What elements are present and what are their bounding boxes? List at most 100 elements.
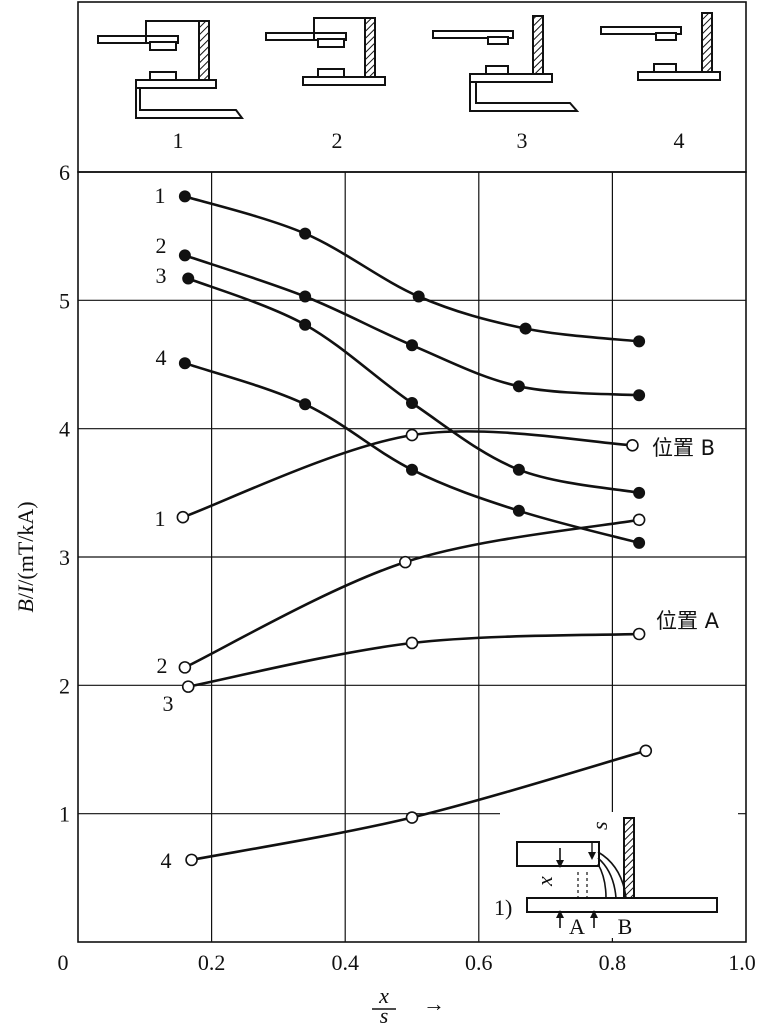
config-1-upper-bar	[97, 35, 179, 44]
x-label-denominator: s	[380, 1003, 389, 1025]
series-line-open-1	[182, 430, 633, 519]
point-filled-4-2	[406, 463, 418, 476]
point-open-3-1	[405, 636, 419, 650]
inset-flux-line-3	[597, 863, 607, 899]
point-open-4-1	[405, 811, 419, 824]
schematic-config-1: 1	[97, 20, 244, 153]
point-filled-3-0	[182, 272, 195, 285]
config-3-lower-bar	[469, 73, 553, 83]
config-3-upper-pole	[487, 36, 509, 45]
curve-label-filled-4: 4	[156, 345, 167, 370]
y-tick-label-1: 2	[59, 673, 70, 698]
config-1-base	[135, 88, 244, 119]
point-filled-1-3	[519, 322, 532, 335]
config-3-wall	[532, 15, 544, 75]
point-open-4-2	[639, 744, 653, 758]
configuration-schematics: 1 2 3 4	[77, 1, 747, 173]
schematic-config-3: 3	[432, 15, 580, 153]
config-2-wall	[364, 17, 376, 78]
inset-flux-line-1	[597, 851, 627, 899]
point-filled-2-1	[299, 290, 312, 303]
config-4-wall	[701, 12, 713, 73]
y-tick-labels: 1 2 3 4 5 6	[59, 160, 70, 827]
config-label-4: 4	[674, 128, 685, 153]
point-open-3-0	[181, 680, 195, 693]
x-label-numerator: x	[378, 983, 389, 1008]
point-filled-1-2	[412, 290, 425, 303]
point-open-2-0	[178, 661, 192, 674]
inset-number-label: 1)	[494, 895, 512, 920]
inset-a-label: A	[569, 914, 585, 939]
y-label-unit: /(mT/kA)	[13, 501, 38, 585]
point-filled-2-4	[633, 389, 646, 402]
y-tick-label-3: 4	[59, 417, 70, 442]
position-b-label: 位置 B	[652, 436, 715, 460]
curve-label-filled-2: 2	[156, 233, 167, 258]
inset-wall	[623, 817, 635, 899]
x-label-arrow: →	[423, 991, 445, 1016]
series-line-filled-2	[184, 254, 640, 397]
point-open-4-0	[185, 853, 198, 867]
point-filled-4-4	[633, 536, 646, 549]
config-3-lower-pole	[485, 65, 509, 75]
point-filled-3-4	[633, 486, 646, 499]
y-label-b: B	[13, 599, 38, 612]
inset-b-label: B	[618, 914, 633, 939]
x-tick-label-5: 1.0	[728, 950, 756, 975]
x-axis-label: x s →	[372, 983, 445, 1025]
point-open-3-2	[632, 627, 646, 641]
point-filled-2-3	[512, 380, 525, 393]
point-open-2-1	[399, 555, 412, 569]
point-open-1-1	[405, 428, 419, 442]
config-2-upper-bar	[265, 32, 347, 41]
point-open-2-2	[632, 513, 646, 527]
config-1-lower-bar	[135, 79, 217, 89]
inset-flux-line-2	[597, 857, 617, 899]
y-axis-label: B/I/(mT/kA)	[13, 501, 38, 612]
y-tick-label-2: 3	[59, 545, 70, 570]
y-tick-label-4: 5	[59, 288, 70, 313]
y-tick-label-0: 1	[59, 802, 70, 827]
x-tick-label-1: 0.2	[198, 950, 226, 975]
config-2-upper-pole	[317, 38, 345, 48]
config-label-1: 1	[173, 128, 184, 153]
y-tick-label-5: 6	[59, 160, 70, 185]
inset-b-arrowhead	[590, 910, 598, 918]
config-3-base	[469, 82, 580, 112]
config-label-2: 2	[332, 128, 343, 153]
schematic-config-2: 2	[265, 17, 386, 153]
point-filled-1-0	[178, 190, 191, 203]
point-open-1-0	[176, 510, 190, 524]
inset-x-label: x	[532, 876, 557, 887]
curve-label-filled-1: 1	[155, 183, 166, 208]
x-tick-label-3: 0.6	[465, 950, 493, 975]
point-filled-1-4	[633, 335, 646, 348]
point-filled-3-2	[406, 397, 418, 409]
config-label-3: 3	[517, 128, 528, 153]
config-4-upper-bar	[600, 26, 682, 35]
curve-label-filled-3: 3	[156, 263, 167, 288]
inset-diagram: s x 1) A B	[494, 812, 738, 939]
inset-s-label: s	[587, 821, 612, 830]
inset-lower-bar	[526, 897, 718, 913]
curve-label-open-3: 3	[163, 691, 174, 716]
config-4-lower-pole	[653, 63, 677, 73]
y-label-slash: /	[13, 592, 38, 599]
config-3-upper-bar	[432, 30, 514, 39]
curve-label-open-1: 1	[155, 506, 166, 531]
point-open-1-2	[626, 439, 639, 452]
inset-s-arrowhead	[588, 852, 596, 860]
x-tick-label-4: 0.8	[599, 950, 627, 975]
point-filled-2-0	[178, 249, 191, 262]
config-1-lower-pole	[149, 71, 177, 81]
config-1-wall	[198, 20, 210, 83]
config-1-upper-pole	[149, 41, 177, 51]
config-4-upper-pole	[655, 32, 677, 41]
point-filled-4-3	[512, 504, 525, 517]
series-layer	[176, 190, 653, 867]
position-b-label-bg	[648, 430, 742, 460]
point-filled-3-1	[299, 318, 312, 331]
point-filled-2-2	[406, 339, 418, 352]
x-tick-label-2: 0.4	[331, 950, 359, 975]
